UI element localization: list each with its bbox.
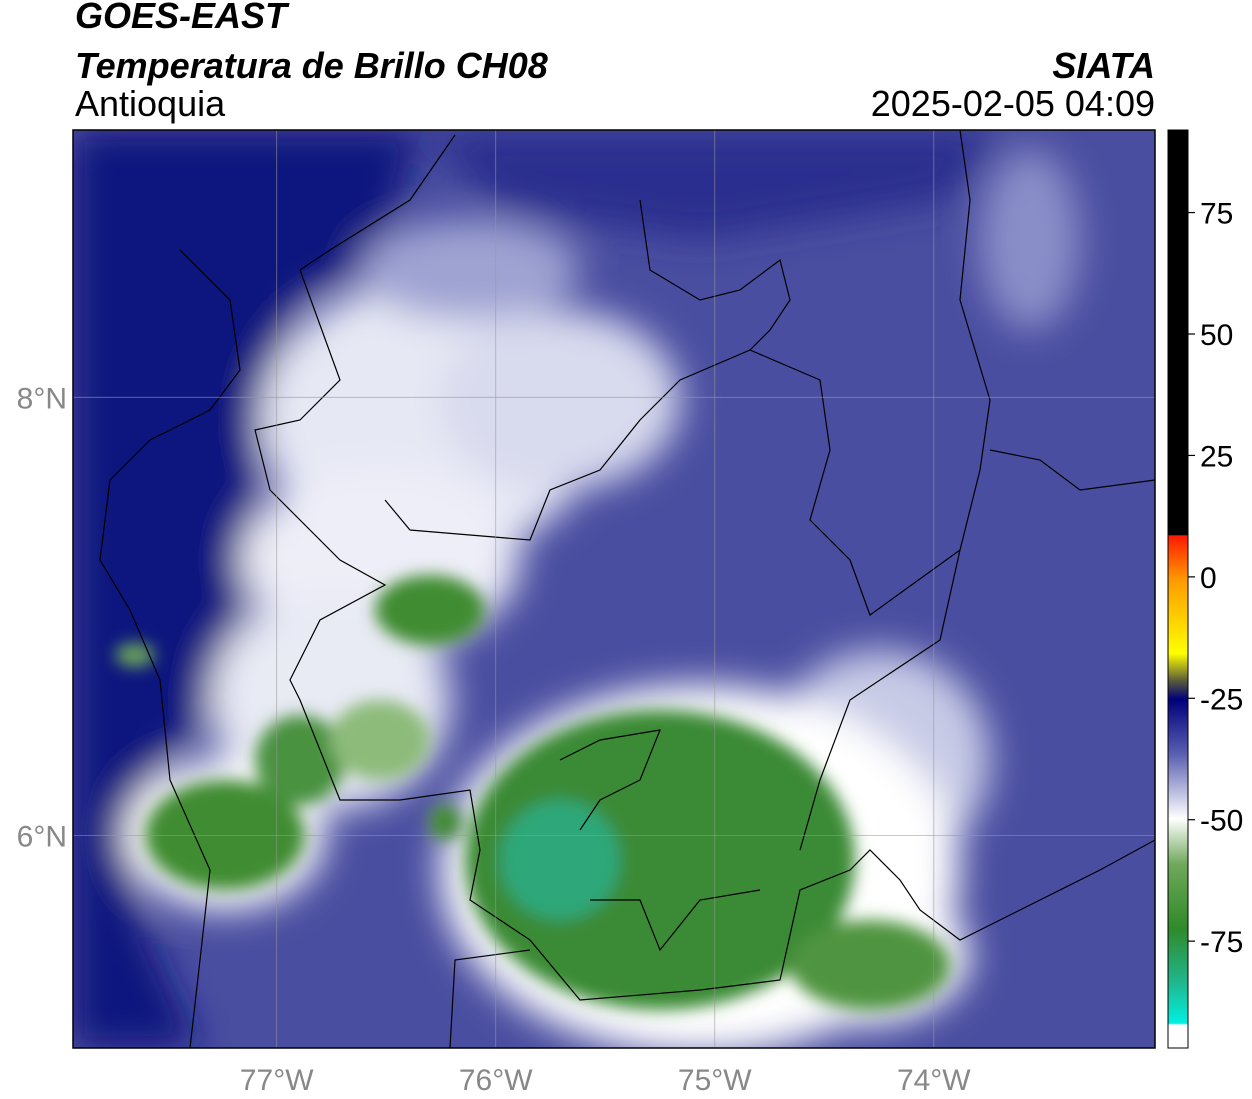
y-tick-label: 8°N <box>17 382 67 415</box>
agency-label: SIATA <box>1052 45 1155 86</box>
colorbar-tick-label: -75 <box>1200 926 1243 959</box>
colorbar-ticks: 75 50 25 0 -25 -50 -75 <box>1188 198 1243 959</box>
datetime-label: 2025-02-05 04:09 <box>871 83 1155 124</box>
colorbar-tick-label: 25 <box>1200 440 1233 473</box>
region-label: Antioquia <box>75 83 226 124</box>
y-tick-label: 6°N <box>17 820 67 853</box>
x-tick-label: 75°W <box>678 1064 752 1097</box>
borders <box>99 130 1155 1048</box>
source-title: GOES-EAST <box>75 0 290 36</box>
colorbar-tick-label: 75 <box>1200 198 1233 231</box>
satellite-image <box>73 130 1155 1048</box>
x-tick-label: 76°W <box>459 1064 533 1097</box>
colorbar-tick-label: 50 <box>1200 319 1233 352</box>
x-tick-label: 74°W <box>897 1064 971 1097</box>
map-frame <box>72 129 1156 1049</box>
colorbar <box>1167 129 1189 1049</box>
x-tick-label: 77°W <box>240 1064 314 1097</box>
colorbar-tick-label: 0 <box>1200 562 1217 595</box>
colorbar-tick-label: -25 <box>1200 683 1243 716</box>
grid <box>73 130 1155 1048</box>
colorbar-tick-label: -50 <box>1200 805 1243 838</box>
product-title: Temperatura de Brillo CH08 <box>75 45 548 86</box>
